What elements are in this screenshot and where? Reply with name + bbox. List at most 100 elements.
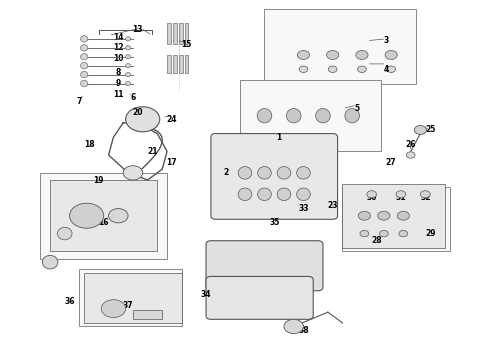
Ellipse shape xyxy=(125,37,130,41)
Text: 8: 8 xyxy=(116,68,121,77)
Ellipse shape xyxy=(360,230,369,237)
Text: 29: 29 xyxy=(425,229,436,238)
Ellipse shape xyxy=(356,50,368,59)
Ellipse shape xyxy=(397,211,410,220)
Ellipse shape xyxy=(387,66,395,72)
Text: 26: 26 xyxy=(405,140,416,149)
Bar xyxy=(133,310,162,319)
FancyBboxPatch shape xyxy=(206,276,313,319)
Ellipse shape xyxy=(396,191,406,198)
Ellipse shape xyxy=(57,227,72,240)
Ellipse shape xyxy=(284,319,303,334)
Text: 7: 7 xyxy=(76,97,82,106)
Text: 30: 30 xyxy=(367,193,377,202)
Bar xyxy=(265,9,416,84)
Text: 33: 33 xyxy=(298,204,309,213)
FancyBboxPatch shape xyxy=(211,134,338,219)
Ellipse shape xyxy=(277,188,291,201)
Bar xyxy=(343,187,450,251)
Text: 10: 10 xyxy=(113,54,123,63)
Ellipse shape xyxy=(328,66,337,72)
Ellipse shape xyxy=(399,230,408,237)
Text: 32: 32 xyxy=(420,193,431,202)
Bar xyxy=(167,23,171,44)
Text: 31: 31 xyxy=(395,193,406,202)
Ellipse shape xyxy=(358,66,367,72)
Text: 17: 17 xyxy=(167,158,177,167)
Ellipse shape xyxy=(123,166,143,180)
Ellipse shape xyxy=(345,109,360,123)
Ellipse shape xyxy=(258,167,271,179)
Text: 20: 20 xyxy=(133,108,143,117)
Text: 9: 9 xyxy=(116,79,121,88)
Text: 25: 25 xyxy=(425,126,435,135)
Bar xyxy=(50,180,157,251)
Bar xyxy=(79,269,182,327)
Ellipse shape xyxy=(101,300,125,318)
Ellipse shape xyxy=(358,211,370,220)
Ellipse shape xyxy=(125,46,130,50)
Bar xyxy=(173,55,177,73)
Ellipse shape xyxy=(420,191,430,198)
Bar xyxy=(167,55,171,73)
Text: 21: 21 xyxy=(147,147,158,156)
Text: 23: 23 xyxy=(327,201,338,210)
Ellipse shape xyxy=(277,167,291,179)
Text: 35: 35 xyxy=(269,219,279,228)
Ellipse shape xyxy=(125,55,130,59)
Ellipse shape xyxy=(125,64,130,68)
Ellipse shape xyxy=(379,230,388,237)
Ellipse shape xyxy=(70,203,104,228)
Bar xyxy=(179,55,183,73)
Bar xyxy=(173,23,177,44)
Bar xyxy=(84,273,182,323)
Ellipse shape xyxy=(42,255,58,269)
Text: 34: 34 xyxy=(201,290,211,299)
FancyBboxPatch shape xyxy=(206,241,323,291)
Text: 37: 37 xyxy=(123,301,133,310)
Text: 15: 15 xyxy=(181,40,192,49)
Text: 1: 1 xyxy=(276,132,282,141)
Ellipse shape xyxy=(125,72,130,77)
Ellipse shape xyxy=(80,80,88,87)
Ellipse shape xyxy=(406,152,415,158)
Ellipse shape xyxy=(80,54,88,60)
Bar xyxy=(185,55,189,73)
Ellipse shape xyxy=(80,71,88,78)
Ellipse shape xyxy=(415,126,426,134)
Text: 11: 11 xyxy=(113,90,123,99)
Text: 38: 38 xyxy=(298,325,309,334)
Text: 22: 22 xyxy=(45,258,55,267)
Ellipse shape xyxy=(316,109,330,123)
Ellipse shape xyxy=(238,188,252,201)
Text: 18: 18 xyxy=(84,140,95,149)
Bar xyxy=(179,23,183,44)
Text: 19: 19 xyxy=(94,176,104,185)
Ellipse shape xyxy=(109,208,128,223)
Ellipse shape xyxy=(80,45,88,51)
Text: 5: 5 xyxy=(354,104,360,113)
Bar xyxy=(40,173,167,258)
Text: 2: 2 xyxy=(223,168,228,177)
Ellipse shape xyxy=(327,50,339,59)
Ellipse shape xyxy=(258,188,271,201)
Text: 16: 16 xyxy=(98,219,109,228)
Text: 4: 4 xyxy=(384,65,389,74)
Bar xyxy=(185,23,189,44)
Ellipse shape xyxy=(125,81,130,86)
Ellipse shape xyxy=(287,109,301,123)
Ellipse shape xyxy=(367,191,376,198)
Ellipse shape xyxy=(296,188,310,201)
Ellipse shape xyxy=(297,50,310,59)
Text: 13: 13 xyxy=(133,26,143,35)
Text: 14: 14 xyxy=(113,33,123,42)
Text: 6: 6 xyxy=(130,93,136,102)
Ellipse shape xyxy=(378,211,390,220)
Ellipse shape xyxy=(80,63,88,69)
Text: 27: 27 xyxy=(386,158,396,167)
Bar xyxy=(343,184,445,248)
Ellipse shape xyxy=(238,167,252,179)
Text: 12: 12 xyxy=(113,43,123,52)
Ellipse shape xyxy=(385,50,397,59)
Text: 3: 3 xyxy=(384,36,389,45)
